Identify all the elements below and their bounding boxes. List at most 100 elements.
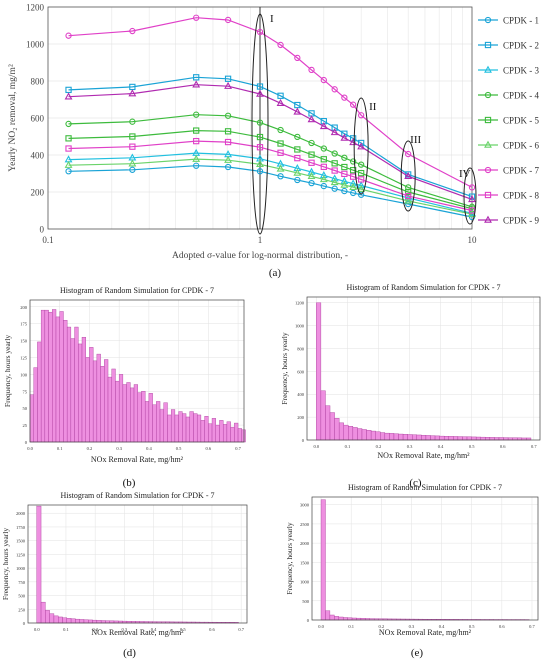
histogram-bar xyxy=(88,620,92,623)
histogram-bar xyxy=(149,393,153,442)
histogram-bar xyxy=(212,418,216,442)
legend-label: CPDK - 7 xyxy=(503,166,540,176)
series-line xyxy=(69,18,473,188)
histogram-bar xyxy=(56,317,60,442)
histogram-bar xyxy=(330,413,335,440)
histogram-bar xyxy=(339,617,343,620)
x-tick-label: 0.0 xyxy=(314,444,320,449)
annotation-label: IV xyxy=(459,168,471,180)
histogram-bar xyxy=(58,617,62,623)
x-tick-label: 0.0 xyxy=(318,624,324,629)
x-axis-label: NOx Removal Rate, mg/hm² xyxy=(379,628,472,637)
histogram-bar xyxy=(67,327,71,442)
histogram-bar xyxy=(325,611,329,620)
histogram-bar xyxy=(167,415,171,442)
series-cpdk-1 xyxy=(66,163,475,219)
x-tick-label: 0.7 xyxy=(531,444,537,449)
histogram-bar xyxy=(138,393,142,442)
y-tick-label: 750 xyxy=(18,580,26,585)
x-tick-label: 0.4 xyxy=(146,446,152,451)
histogram-bar xyxy=(190,412,194,442)
x-tick-label: 0.2 xyxy=(87,446,93,451)
x-tick-label: 0.2 xyxy=(376,444,382,449)
y-tick-label: 75 xyxy=(23,389,28,394)
histogram-bar xyxy=(86,357,90,442)
histogram-bar xyxy=(71,339,75,442)
histogram-bar xyxy=(130,388,134,442)
panel-label-a: (a) xyxy=(269,267,282,279)
legend-label: CPDK - 2 xyxy=(503,41,539,51)
histogram-bar xyxy=(82,337,86,442)
x-tick-label: 0.1 xyxy=(57,446,63,451)
histogram-bar xyxy=(164,403,168,442)
bars xyxy=(37,506,239,623)
histogram-bar xyxy=(30,395,34,442)
histogram-bar xyxy=(494,437,499,440)
histogram-bar xyxy=(219,420,223,442)
y-tick-label: 1250 xyxy=(16,552,26,557)
histogram-bar xyxy=(63,320,67,442)
histogram-bar xyxy=(353,427,358,440)
y-tick-label: 0 xyxy=(23,621,26,626)
histogram-bar xyxy=(193,414,197,442)
histogram-bar xyxy=(421,435,426,440)
x-tick-label: 0.6 xyxy=(500,444,506,449)
y-tick-label: 200 xyxy=(297,415,305,420)
y-tick-label: 0 xyxy=(40,225,45,235)
y-tick-label: 1000 xyxy=(295,324,305,329)
histogram-bar xyxy=(127,382,131,442)
y-tick-label: 50 xyxy=(23,406,28,411)
histogram-bar xyxy=(186,417,190,442)
histogram-bar xyxy=(242,430,246,442)
y-tick-label: 400 xyxy=(31,151,45,161)
histogram-bar xyxy=(403,434,408,440)
annotation-label: II xyxy=(369,101,377,113)
plot-frame xyxy=(307,297,540,440)
plot-frame xyxy=(312,497,538,620)
x-tick-label: 0.3 xyxy=(116,446,122,451)
y-tick-label: 2500 xyxy=(300,522,310,527)
y-tick-label: 25 xyxy=(23,423,28,428)
histogram-title: Histogram of Random Simulation for CPDK … xyxy=(60,286,214,295)
histogram-bar xyxy=(197,415,201,442)
y-tick-label: 800 xyxy=(297,346,305,351)
y-tick-label: 175 xyxy=(20,322,28,327)
histogram-bar xyxy=(41,310,45,442)
panel-label: (b) xyxy=(123,477,136,489)
histogram-bar xyxy=(153,405,157,442)
histogram-bar xyxy=(380,433,385,440)
histogram-bar xyxy=(348,426,353,440)
histogram-bar xyxy=(175,415,179,442)
histogram-bar xyxy=(316,303,321,440)
x-tick-label: 0.7 xyxy=(235,446,241,451)
x-tick-label: 0.7 xyxy=(238,627,244,632)
bars xyxy=(321,500,529,620)
y-tick-label: 1000 xyxy=(26,40,45,50)
histogram-bar xyxy=(321,391,326,440)
histogram-bar xyxy=(325,406,330,440)
histogram-bar xyxy=(321,500,325,620)
y-tick-label: 500 xyxy=(18,594,26,599)
histogram-bar xyxy=(123,385,127,442)
x-tick-label: 0.4 xyxy=(438,444,444,449)
histogram-bar xyxy=(435,436,440,440)
y-tick-label: 200 xyxy=(31,188,45,198)
histogram-bar xyxy=(97,354,101,442)
histogram-bar xyxy=(97,620,101,623)
histogram-bar xyxy=(472,437,477,440)
histogram-bar xyxy=(108,377,112,442)
x-tick-label: 0.1 xyxy=(348,624,354,629)
histogram-bar xyxy=(89,347,93,442)
histogram-bar xyxy=(141,391,145,442)
histogram-bar xyxy=(417,435,422,440)
histogram-bar xyxy=(223,424,227,442)
x-axis-label: NOx Removal Rate, mg/hm² xyxy=(91,628,184,637)
panel-label: (d) xyxy=(123,647,136,659)
histogram-bar xyxy=(208,424,212,442)
y-tick-label: 0 xyxy=(25,440,28,445)
plot-frame xyxy=(28,505,247,623)
histogram-bar xyxy=(119,374,123,442)
